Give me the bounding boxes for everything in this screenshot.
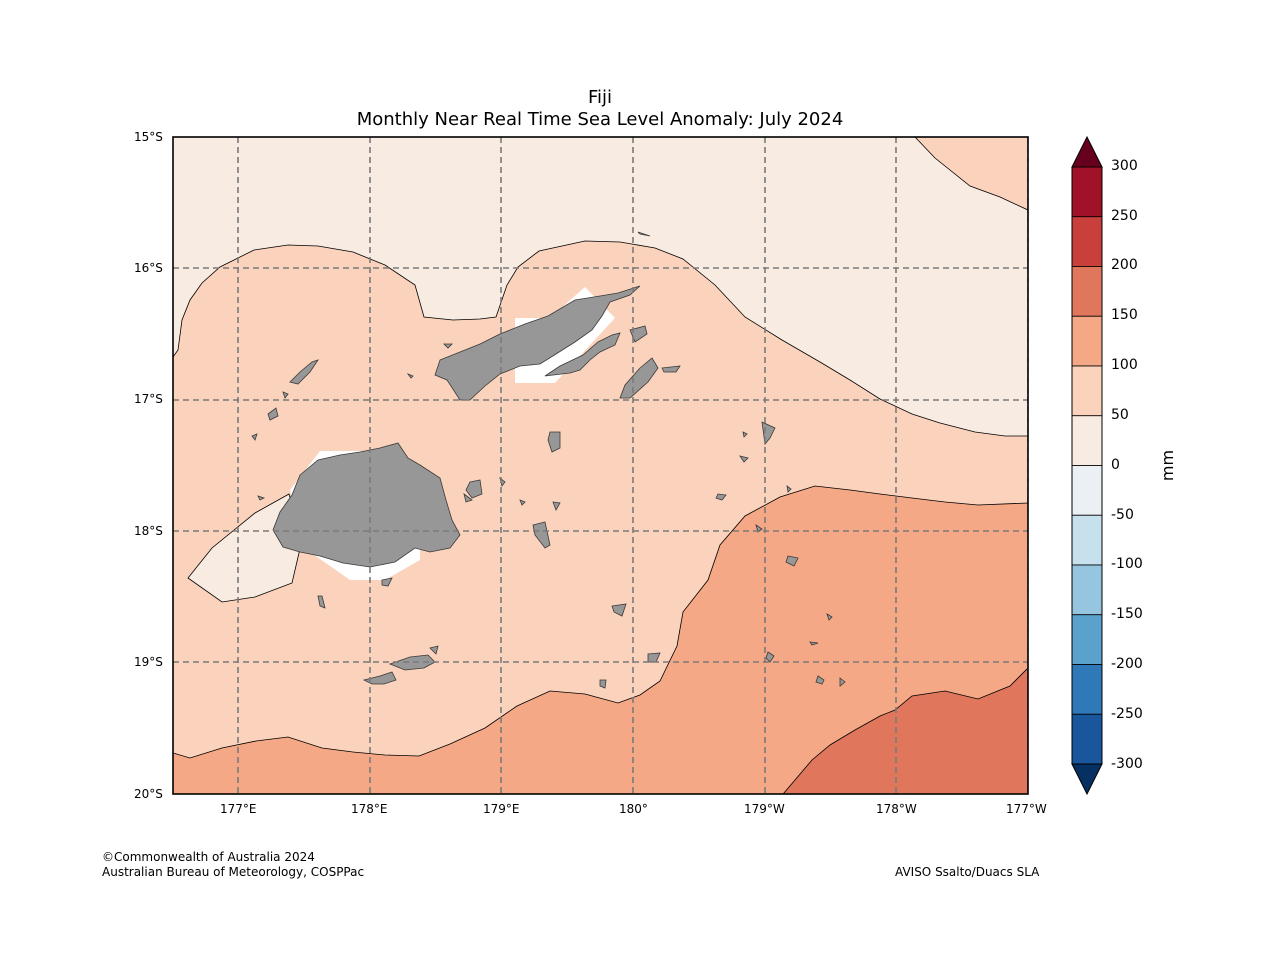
colorbar-tick: 150	[1111, 307, 1138, 323]
colorbar-tick: -150	[1111, 606, 1143, 622]
lon-label: 178°W	[876, 802, 917, 816]
lat-label: 17°S	[134, 392, 163, 406]
map-frame	[172, 136, 1029, 795]
colorbar-tick: 0	[1111, 457, 1120, 473]
island-vanua-levu	[434, 285, 641, 401]
colorbar-band	[1071, 514, 1103, 566]
colorbar-tick: -250	[1111, 706, 1143, 722]
colorbar-unit-label: mm	[1158, 449, 1178, 482]
graticule	[173, 137, 1028, 794]
lon-label: 179°W	[744, 802, 785, 816]
lon-label: 180°	[619, 802, 648, 816]
lat-label: 18°S	[134, 524, 163, 538]
lon-label: 177°W	[1006, 802, 1047, 816]
colorbar-band	[1071, 614, 1103, 665]
footer-source: AVISO Ssalto/Duacs SLA	[895, 865, 1040, 879]
map-title: Fiji	[587, 87, 613, 108]
colorbar-tick: -100	[1111, 556, 1143, 572]
colorbar-band	[1071, 365, 1103, 417]
map-area	[173, 137, 1028, 794]
lat-label: 19°S	[134, 655, 163, 669]
colorbar-band	[1071, 315, 1103, 367]
lat-label: 16°S	[134, 261, 163, 275]
colorbar-over-arrow	[1071, 135, 1103, 168]
colorbar-tick: 50	[1111, 407, 1129, 423]
colorbar-tick: -300	[1111, 756, 1143, 772]
colorbar-tick: 300	[1111, 158, 1138, 174]
colorbar-band	[1071, 266, 1103, 317]
colorbar-tick: 100	[1111, 357, 1138, 373]
map-subtitle: Monthly Near Real Time Sea Level Anomaly…	[356, 109, 844, 130]
lat-label: 20°S	[134, 787, 163, 801]
contour-150-200	[782, 667, 1028, 794]
colorbar-band	[1071, 664, 1103, 715]
island-taveuni	[544, 332, 621, 377]
lon-label: 177°E	[220, 802, 257, 816]
contour-50-100-ne	[914, 137, 1028, 211]
contour-100-150	[173, 485, 1028, 794]
footer-agency: Australian Bureau of Meteorology, COSPPa…	[102, 865, 365, 879]
colorbar-band	[1071, 713, 1103, 765]
colorbar-tick: -200	[1111, 656, 1143, 672]
lon-label: 178°E	[351, 802, 388, 816]
colorbar-band	[1071, 166, 1103, 218]
lon-label: 179°E	[483, 802, 520, 816]
colorbar-band	[1071, 465, 1103, 516]
colorbar	[1071, 135, 1103, 796]
colorbar-band	[1071, 216, 1103, 267]
lat-label: 15°S	[134, 130, 163, 144]
island-viti-levu	[272, 442, 461, 568]
colorbar-band	[1071, 415, 1103, 466]
colorbar-tick: 200	[1111, 257, 1138, 273]
colorbar-under-arrow	[1071, 763, 1103, 796]
colorbar-tick: 250	[1111, 208, 1138, 224]
colorbar-band	[1071, 564, 1103, 616]
colorbar-tick: -50	[1111, 507, 1134, 523]
footer-copyright: ©Commonwealth of Australia 2024	[102, 850, 315, 864]
